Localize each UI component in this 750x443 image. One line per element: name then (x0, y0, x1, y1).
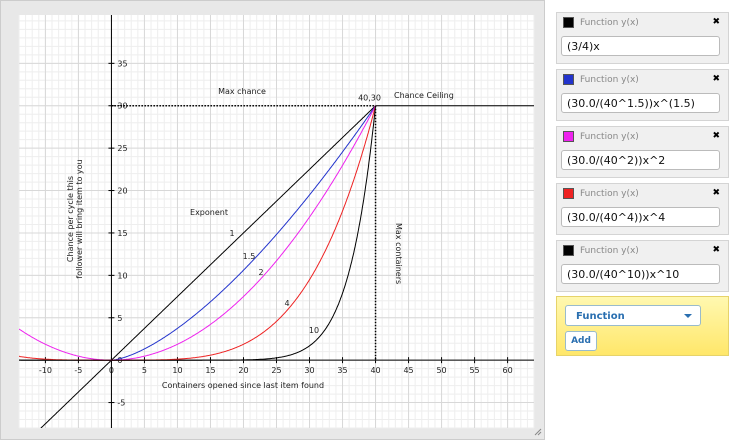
max-chance-label: Max chance (218, 87, 266, 96)
function-label: Function y(x) (580, 132, 639, 142)
x-axis-label: Containers opened since last item found (162, 381, 324, 390)
x-tick-label: 35 (337, 366, 347, 375)
x-tick-label: 30 (304, 366, 314, 375)
y-tick-label: 30 (117, 102, 127, 111)
type-select[interactable]: Function (565, 305, 701, 326)
close-button[interactable]: ✖ (712, 131, 720, 141)
function-header: Function y(x) (563, 188, 639, 199)
function-panel: Function y(x) ✖ (30.0/(40^4))x^4 (556, 183, 729, 235)
function-label: Function y(x) (580, 246, 639, 256)
function-panel: Function y(x) ✖ (30.0/(40^10))x^10 (556, 240, 729, 292)
color-swatch[interactable] (563, 188, 574, 199)
color-swatch[interactable] (563, 17, 574, 28)
y-tick-label: 15 (117, 229, 127, 238)
function-curve (40, 105, 376, 428)
x-tick-label: 50 (436, 366, 446, 375)
exponent-label: Exponent (190, 208, 228, 217)
exponent-value: 1.5 (243, 252, 256, 261)
y-tick-label: 35 (117, 59, 127, 68)
expression-input[interactable]: (30.0/(40^1.5))x^(1.5) (561, 93, 720, 113)
function-label: Function y(x) (580, 18, 639, 28)
graph-panel: -10-5051015202530354045505560-5051015202… (0, 0, 545, 440)
close-button[interactable]: ✖ (712, 245, 720, 255)
function-panel: Function y(x) ✖ (30.0/(40^1.5))x^(1.5) (556, 69, 729, 121)
function-label: Function y(x) (580, 189, 639, 199)
close-button[interactable]: ✖ (712, 74, 720, 84)
y-tick-label: 20 (117, 187, 127, 196)
exponent-value: 4 (284, 299, 289, 308)
color-swatch[interactable] (563, 245, 574, 256)
resize-handle (534, 428, 542, 436)
x-tick-label: 5 (142, 366, 147, 375)
y-tick-label: 10 (117, 271, 127, 280)
graph: -10-5051015202530354045505560-5051015202… (18, 15, 542, 436)
function-panel: Function y(x) ✖ (30.0/(40^2))x^2 (556, 126, 729, 178)
expression-input[interactable]: (30.0/(40^2))x^2 (561, 150, 720, 170)
x-tick-label: 40 (370, 366, 380, 375)
x-tick-label: 55 (469, 366, 479, 375)
function-panel: Function y(x) ✖ (3/4)x (556, 12, 729, 64)
function-header: Function y(x) (563, 245, 639, 256)
color-swatch[interactable] (563, 74, 574, 85)
function-header: Function y(x) (563, 74, 639, 85)
ceiling-label: Chance Ceiling (394, 91, 454, 100)
expression-input[interactable]: (30.0/(40^4))x^4 (561, 207, 720, 227)
x-tick-label: 10 (172, 366, 182, 375)
exponent-value: 2 (258, 268, 263, 277)
max-containers-label: Max containers (394, 223, 403, 284)
function-curve (112, 105, 376, 361)
x-tick-label: -5 (74, 366, 82, 375)
y-tick-label: 25 (117, 144, 127, 153)
close-button[interactable]: ✖ (712, 17, 720, 27)
function-label: Function y(x) (580, 75, 639, 85)
close-button[interactable]: ✖ (712, 188, 720, 198)
x-tick-label: 60 (502, 366, 512, 375)
add-panel: Function Add (556, 296, 729, 356)
x-tick-label: -10 (39, 366, 52, 375)
function-curve (19, 105, 376, 361)
expression-input[interactable]: (3/4)x (561, 36, 720, 56)
function-header: Function y(x) (563, 131, 639, 142)
function-curve (19, 105, 376, 361)
y-axis-label: follower will bring item to you (75, 159, 84, 278)
add-button[interactable]: Add (565, 331, 597, 351)
y-tick-label: 5 (117, 314, 122, 323)
expression-input[interactable]: (30.0/(40^10))x^10 (561, 264, 720, 284)
x-tick-label: 25 (271, 366, 281, 375)
exponent-value: 1 (229, 229, 234, 238)
color-swatch[interactable] (563, 131, 574, 142)
exponent-value: 10 (309, 326, 319, 335)
x-tick-label: 20 (238, 366, 248, 375)
function-header: Function y(x) (563, 17, 639, 28)
y-tick-label: -5 (117, 399, 125, 408)
max-point-label: 40,30 (358, 94, 381, 103)
x-tick-label: 15 (205, 366, 215, 375)
x-tick-label: 45 (403, 366, 413, 375)
y-axis-label: Chance per cycle this (66, 176, 75, 262)
